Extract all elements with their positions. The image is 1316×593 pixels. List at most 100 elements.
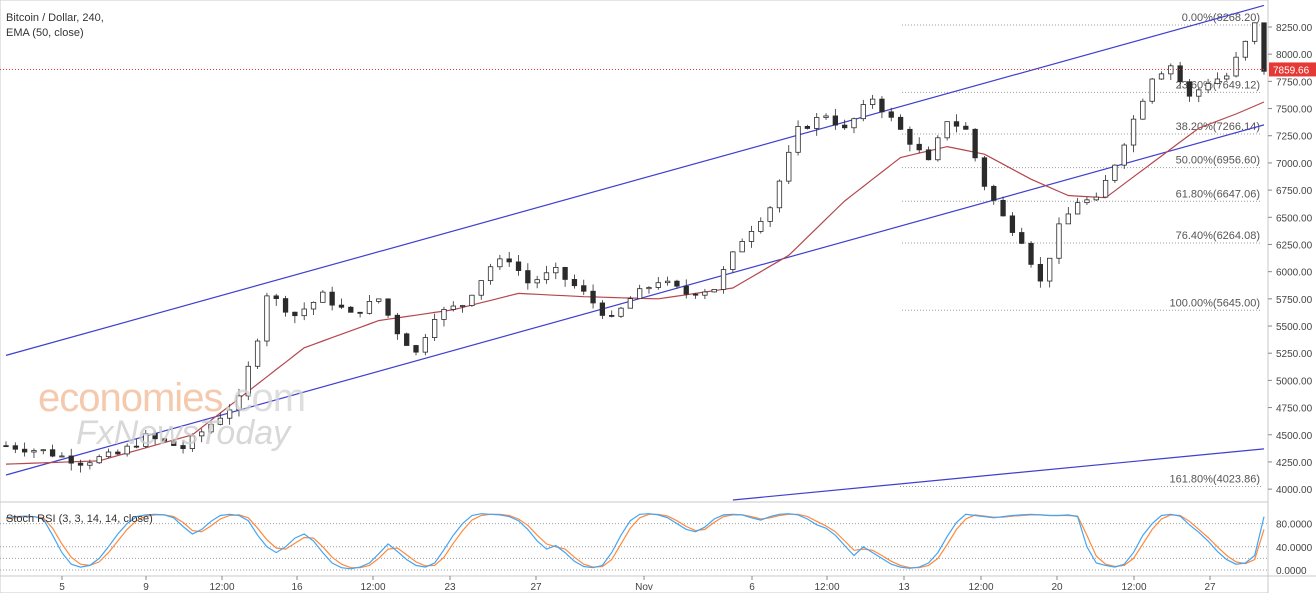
candle-body [1028, 242, 1034, 265]
candle-body [739, 241, 745, 253]
y-tick-label: 6750.00 [1276, 186, 1313, 197]
candle-body [12, 445, 18, 450]
candle-body [1186, 81, 1193, 97]
candle-body [925, 149, 932, 161]
watermark-fxnewstoday: FxNewsToday [76, 414, 291, 452]
x-tick-label: 5 [59, 582, 65, 593]
candle-body [1121, 144, 1127, 166]
x-tick-label: 12:00 [1121, 582, 1146, 593]
candle-body [776, 180, 783, 209]
candle-body [124, 445, 130, 455]
candle-body [1000, 199, 1006, 217]
candle-body [860, 104, 866, 120]
candle-body [301, 308, 307, 317]
ema-50-line [5, 101, 1265, 465]
fib-level-label: 161.80%(4023.86) [1169, 474, 1260, 486]
candle-body [31, 450, 37, 453]
symbol-title[interactable]: Bitcoin / Dollar, 240, [6, 12, 104, 24]
candle-body [804, 126, 811, 129]
candle-body [1093, 196, 1099, 201]
candle-body [432, 319, 438, 338]
x-tick-label: 12:00 [814, 582, 839, 593]
candle-body [217, 417, 223, 425]
candle-body [543, 272, 550, 281]
candle-body [236, 395, 242, 411]
candle-body [161, 438, 168, 442]
price-axis[interactable]: 4000.00 4250.00 4500.00 4750.00 5000.00 5250.… [1268, 23, 1313, 577]
candle-body [963, 125, 969, 130]
candle-body [310, 301, 317, 310]
candle-body [487, 266, 494, 282]
fib-level-label: 50.00%(6956.60) [1176, 155, 1260, 167]
fib-level-label: 61.80%(6647.06) [1176, 188, 1260, 200]
y-tick-label: 8000.00 [1276, 50, 1313, 61]
watermark-economies: economies.com [38, 376, 306, 421]
candle-body [981, 157, 988, 187]
y-tick-label: 7750.00 [1276, 77, 1313, 88]
candle-body [748, 231, 755, 242]
candle-body [944, 121, 950, 139]
candle-body [357, 311, 363, 314]
candle-body [991, 185, 997, 201]
candle-body [264, 295, 270, 342]
x-tick-label: 12:00 [209, 582, 234, 593]
candle-body [497, 258, 503, 268]
candle-body [133, 445, 140, 448]
chart-legend: Bitcoin / Dollar, 240, EMA (50, close) [6, 11, 104, 41]
candle-body [1196, 89, 1202, 97]
candle-body [459, 305, 466, 307]
stoch-rsi-legend[interactable]: Stoch RSI (3, 3, 14, 14, close) [6, 513, 153, 525]
ema-legend[interactable]: EMA (50, close) [6, 27, 84, 39]
stoch-tick-label: 80.0000 [1276, 520, 1313, 531]
candle-body [478, 280, 484, 296]
watermark-text: economies [38, 376, 223, 420]
candle-body [702, 291, 708, 296]
candle-body [338, 304, 345, 308]
candle-body [450, 305, 456, 310]
candle-body [143, 433, 149, 447]
candle-body [646, 287, 652, 290]
y-tick-label: 5750.00 [1276, 295, 1313, 306]
candle-body [199, 431, 205, 437]
candle-body [627, 298, 633, 309]
candle-body [1149, 78, 1155, 102]
x-tick-label: 12:00 [968, 582, 993, 593]
y-tick-label: 4750.00 [1276, 404, 1313, 415]
candle-body [869, 98, 876, 105]
x-tick-label: 27 [1204, 582, 1216, 593]
candle-body [171, 440, 177, 446]
candle-body [1037, 263, 1044, 282]
candle-body [562, 266, 568, 280]
stoch-k-line [5, 513, 1265, 570]
candle-body [1158, 73, 1165, 80]
candle-body [1112, 164, 1118, 181]
candle-body [1102, 179, 1109, 198]
time-axis[interactable]: 5 9 12:00 16 12:00 23 27 Nov 6 12:00 13 12:00 20 12:0… [59, 576, 1216, 593]
y-tick-label: 5250.00 [1276, 349, 1313, 360]
candle-body [1224, 75, 1230, 80]
candle-body [385, 298, 391, 316]
candle-body [404, 333, 410, 346]
y-tick-label: 4250.00 [1276, 458, 1313, 469]
candle-body [180, 445, 186, 449]
candle-body [655, 282, 661, 288]
last-price-tag [1269, 62, 1316, 77]
candle-body [105, 451, 112, 458]
y-tick-label: 6000.00 [1276, 268, 1313, 279]
watermark-suffix: .com [222, 376, 306, 420]
candle-body [674, 280, 680, 287]
candle-body [916, 143, 922, 151]
candle-body [795, 126, 801, 153]
candle-body [245, 365, 251, 397]
candle-body [758, 220, 764, 232]
candle-body [422, 337, 428, 353]
candle-body [842, 124, 848, 129]
x-tick-label: Nov [635, 582, 653, 593]
candle-body [571, 279, 578, 287]
fibonacci-levels: 0.00%(8268.20)23.60%(7649.12)38.20%(7266… [900, 12, 1262, 488]
candle-body [599, 302, 606, 316]
candle-body [292, 311, 298, 317]
candle-body [506, 258, 512, 263]
candle-body [888, 111, 894, 118]
